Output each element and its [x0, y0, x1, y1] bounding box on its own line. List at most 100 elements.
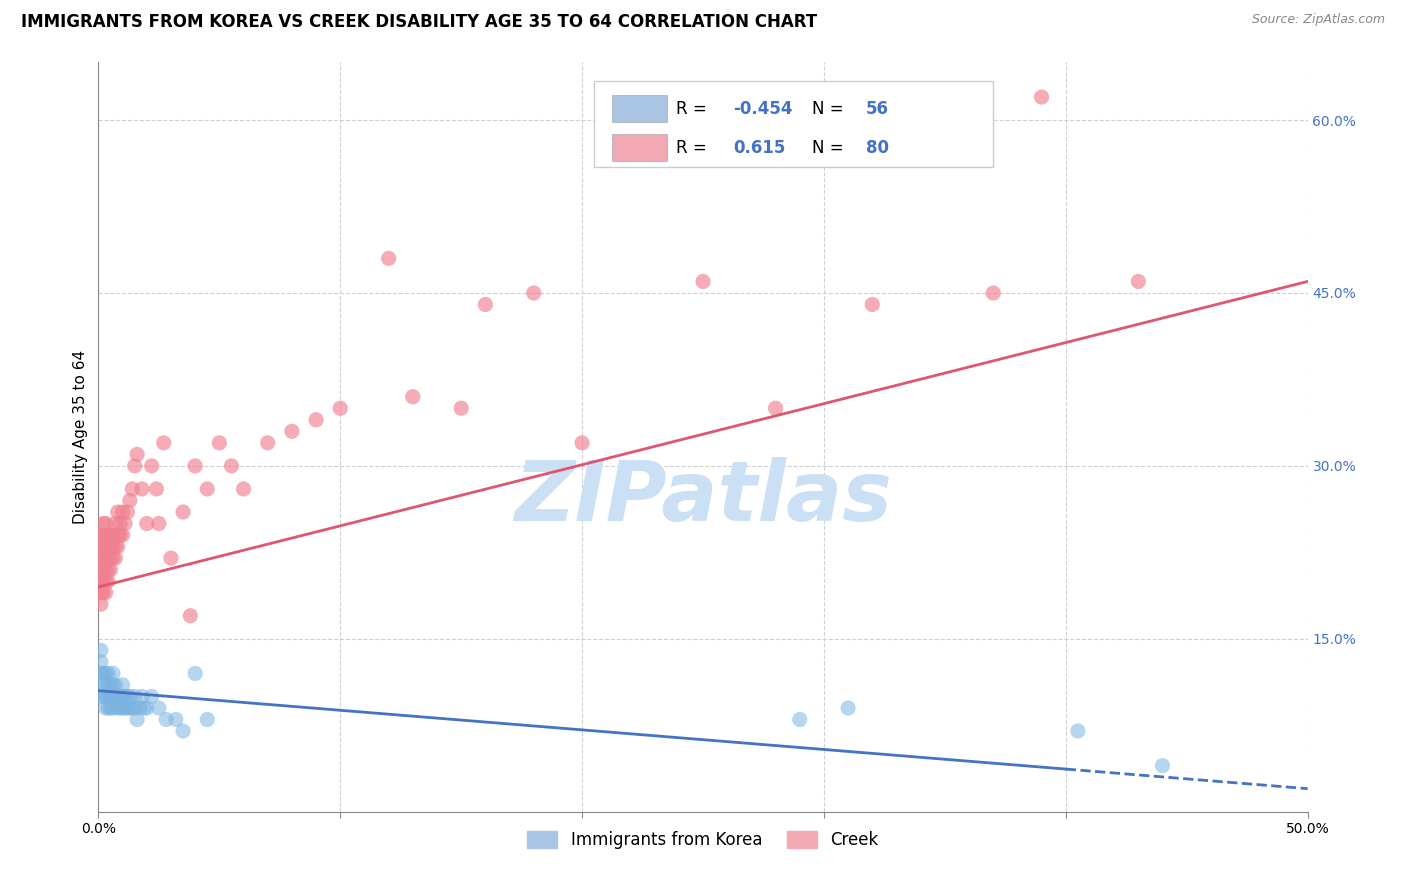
Point [184, 666, 207, 681]
Point [135, 516, 157, 531]
Point [837, 701, 859, 715]
Point [117, 690, 139, 704]
Point [402, 390, 425, 404]
Point [94, 690, 117, 704]
Point [91, 563, 114, 577]
Point [124, 701, 146, 715]
Point [692, 275, 714, 289]
Point [100, 563, 122, 577]
Point [107, 528, 129, 542]
Point [94, 701, 117, 715]
Point [127, 447, 149, 461]
Point [94, 540, 117, 554]
Point [90, 643, 112, 657]
Point [111, 528, 134, 542]
Point [90, 655, 112, 669]
Point [91, 585, 114, 599]
Point [101, 666, 124, 681]
Point [135, 701, 157, 715]
Point [179, 608, 201, 623]
Point [90, 585, 112, 599]
Text: R =: R = [676, 139, 713, 157]
Point [114, 701, 136, 715]
Point [1031, 90, 1053, 104]
Point [117, 505, 139, 519]
Point [100, 690, 122, 704]
Point [127, 713, 149, 727]
Point [94, 551, 117, 566]
Point [107, 701, 129, 715]
Point [91, 540, 114, 554]
Point [232, 482, 254, 496]
Point [114, 690, 136, 704]
Text: 80: 80 [866, 139, 889, 157]
Point [107, 505, 129, 519]
Point [91, 516, 114, 531]
Point [165, 713, 187, 727]
Point [111, 505, 134, 519]
Point [450, 401, 472, 416]
Point [91, 666, 114, 681]
Point [134, 701, 156, 715]
Point [111, 678, 134, 692]
Point [281, 425, 304, 439]
Point [90, 540, 112, 554]
Point [90, 597, 112, 611]
Y-axis label: Disability Age 35 to 64: Disability Age 35 to 64 [73, 350, 89, 524]
Point [94, 678, 117, 692]
Point [90, 574, 112, 589]
Point [108, 701, 131, 715]
Point [329, 401, 352, 416]
Point [172, 505, 194, 519]
Text: 56: 56 [866, 100, 889, 118]
Point [104, 551, 127, 566]
Point [107, 540, 129, 554]
Point [97, 574, 120, 589]
Point [208, 435, 231, 450]
FancyBboxPatch shape [613, 135, 666, 161]
Point [91, 528, 114, 542]
Point [100, 701, 122, 715]
Point [131, 482, 153, 496]
Point [172, 724, 194, 739]
Point [101, 701, 124, 715]
Point [789, 713, 811, 727]
Point [108, 690, 131, 704]
Point [91, 574, 114, 589]
Point [571, 435, 593, 450]
Text: N =: N = [811, 139, 849, 157]
Text: R =: R = [676, 100, 713, 118]
Text: 0.615: 0.615 [734, 139, 786, 157]
Point [104, 516, 127, 531]
Point [118, 493, 141, 508]
FancyBboxPatch shape [595, 81, 993, 168]
Point [860, 297, 883, 311]
Point [148, 516, 170, 531]
Point [152, 435, 174, 450]
Point [97, 678, 120, 692]
Point [104, 690, 127, 704]
Point [90, 563, 112, 577]
Point [90, 574, 112, 589]
Point [114, 516, 136, 531]
Point [111, 701, 134, 715]
Point [100, 678, 122, 692]
Point [97, 701, 120, 715]
Point [90, 666, 112, 681]
Point [97, 528, 120, 542]
Point [97, 666, 120, 681]
Point [108, 516, 131, 531]
Point [101, 540, 124, 554]
Point [94, 585, 117, 599]
Point [141, 690, 163, 704]
Point [1067, 724, 1090, 739]
Point [100, 528, 122, 542]
Point [377, 252, 399, 266]
Point [474, 297, 496, 311]
Text: -0.454: -0.454 [734, 100, 793, 118]
Point [141, 458, 163, 473]
Point [121, 482, 143, 496]
Point [97, 563, 120, 577]
Point [184, 458, 207, 473]
Point [104, 540, 127, 554]
